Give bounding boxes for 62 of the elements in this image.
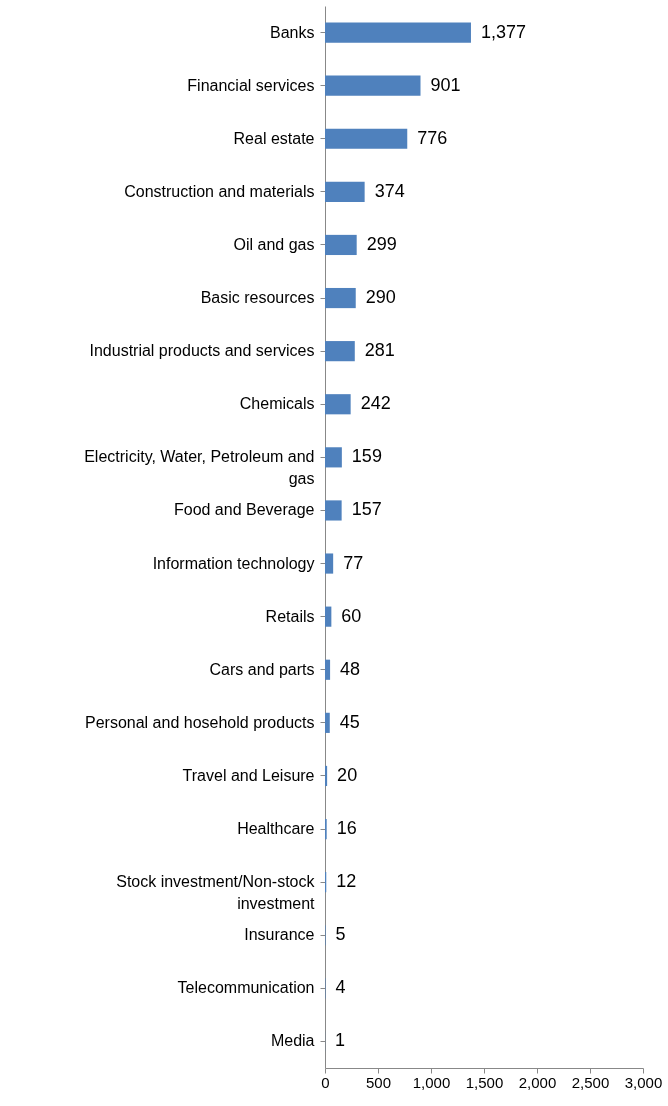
data-label: 20 <box>337 764 358 785</box>
bar <box>325 500 342 521</box>
bar <box>325 341 355 362</box>
x-tick-label: 3,000 <box>624 1073 663 1091</box>
data-label: 48 <box>340 658 361 679</box>
x-tick-label: 0 <box>321 1073 330 1091</box>
y-tick-label: Healthcare <box>237 820 315 838</box>
bar <box>325 181 365 202</box>
y-tick-label: Stock investment/Non-stock investment <box>116 873 316 913</box>
x-tick-label: 1,500 <box>465 1073 504 1091</box>
bar <box>325 394 351 415</box>
y-tick-label: Basic resources <box>200 289 315 307</box>
data-label: 157 <box>351 499 382 520</box>
y-tick-label: Cars and parts <box>209 660 315 678</box>
y-tick-label: Electricity, Water, Petroleum and gas <box>84 448 315 488</box>
data-label: 5 <box>335 924 346 945</box>
bar <box>325 22 471 43</box>
y-tick-label: Financial services <box>187 76 315 94</box>
y-tick-label: Real estate <box>233 129 315 147</box>
y-tick-label: Media <box>270 1032 315 1050</box>
y-tick-label: Industrial products and services <box>89 342 315 360</box>
data-label: 45 <box>339 711 360 732</box>
data-label: 60 <box>341 605 362 626</box>
data-label: 374 <box>374 180 405 201</box>
data-label: 16 <box>336 818 357 839</box>
data-label: 299 <box>366 233 397 254</box>
y-tick-label: Food and Beverage <box>173 501 315 519</box>
data-label: 901 <box>430 74 461 95</box>
data-label: 290 <box>365 287 396 308</box>
data-label: 1 <box>335 1030 346 1051</box>
bar <box>325 447 342 468</box>
y-tick-label: Banks <box>270 23 315 41</box>
y-tick-label: Information technology <box>152 554 315 572</box>
y-tick-label: Oil and gas <box>233 235 315 253</box>
y-tick-label: Chemicals <box>239 395 315 413</box>
data-label: 242 <box>360 393 391 414</box>
y-tick-label: Telecommunication <box>177 979 315 997</box>
bar <box>325 75 421 96</box>
bar <box>325 287 356 309</box>
data-label: 281 <box>364 340 395 361</box>
x-tick-label: 2,500 <box>571 1073 610 1091</box>
data-label: 1,377 <box>480 21 527 42</box>
bar <box>325 765 328 787</box>
x-tick-label: 1,000 <box>412 1073 451 1091</box>
bar <box>325 712 330 733</box>
x-tick-label: 500 <box>365 1073 392 1091</box>
bar <box>325 234 357 256</box>
data-label: 159 <box>351 446 382 467</box>
bar <box>325 659 331 680</box>
y-tick-label: Construction and materials <box>124 182 315 200</box>
data-label: 12 <box>336 871 357 892</box>
data-label: 4 <box>335 977 346 998</box>
x-tick-label: 2,000 <box>518 1073 557 1091</box>
y-tick-label: Insurance <box>244 926 315 944</box>
bar <box>325 553 334 574</box>
y-tick-label: Personal and hosehold products <box>85 713 315 731</box>
y-tick-label: Travel and Leisure <box>182 766 315 784</box>
bar <box>325 606 332 627</box>
y-tick-label: Retails <box>265 607 315 625</box>
data-label: 77 <box>343 552 364 573</box>
data-label: 776 <box>417 127 448 148</box>
bar <box>325 128 408 149</box>
